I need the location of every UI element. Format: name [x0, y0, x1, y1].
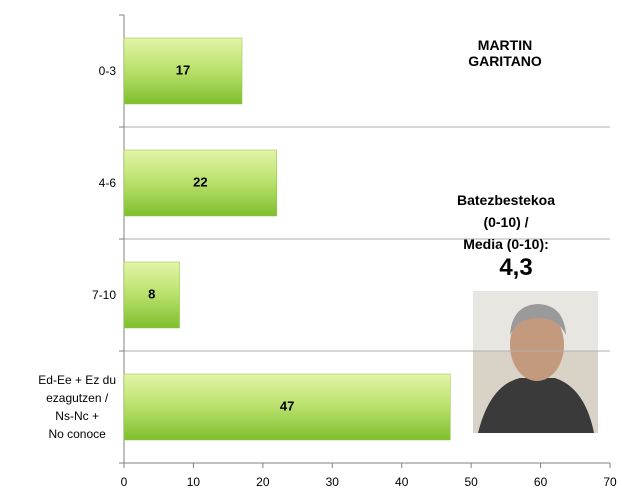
x-tick-label: 30	[326, 475, 340, 489]
subtitle: Batezbestekoa (0-10) / Media (0-10):	[448, 189, 564, 255]
x-tick-label: 60	[534, 475, 548, 489]
photo	[473, 291, 598, 433]
y-tick-label: 7-10	[92, 286, 116, 304]
value-label: 47	[280, 398, 294, 413]
value-label: 8	[148, 286, 155, 301]
value-label: 17	[176, 62, 190, 77]
x-tick-label: 40	[395, 475, 409, 489]
x-tick-label: 20	[256, 475, 270, 489]
y-tick-label: 0-3	[99, 62, 116, 80]
x-tick-label: 70	[603, 475, 617, 489]
annotation: 4,3	[499, 254, 532, 282]
y-tick-label: 4-6	[99, 174, 116, 192]
value-label: 22	[193, 174, 207, 189]
chart: 0 10 20 30 40 50 60 70 17 22 8 47 MARTIN GARITANO B…	[0, 0, 622, 496]
x-tick-label: 0	[121, 475, 128, 489]
chart-title: MARTIN GARITANO	[447, 37, 564, 69]
x-tick-label: 50	[464, 475, 478, 489]
y-tick-label: Ed-Ee + Ez du ezagutzen / Ns-Nc + No con…	[38, 371, 116, 443]
x-tick-label: 10	[187, 475, 201, 489]
